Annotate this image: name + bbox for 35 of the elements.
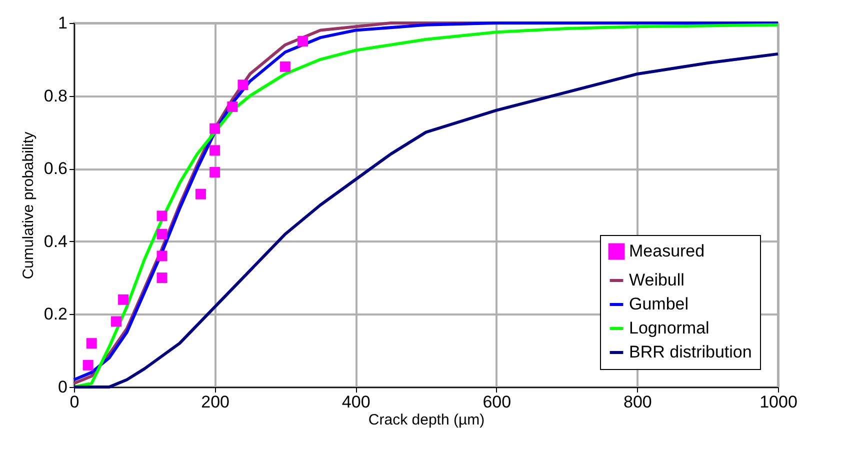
point [82, 360, 94, 370]
x-tick-label: 0 [70, 392, 80, 412]
point [210, 166, 220, 178]
legend-label: Gumbel [629, 294, 689, 314]
x-tick-label: 400 [342, 392, 370, 412]
y-tick-label: 1 [58, 14, 68, 32]
point [156, 250, 168, 262]
point [195, 188, 206, 200]
y-tick-label: 0.4 [44, 232, 68, 251]
point [210, 145, 220, 156]
y-tick-label: 0.8 [44, 86, 68, 106]
y-tick-label: 0.2 [44, 304, 68, 324]
x-tick-label: 1000 [760, 392, 798, 412]
x-tick-label: 800 [624, 392, 652, 412]
y-tick-label: 0.6 [44, 159, 68, 178]
y-axis-title: Cumulative probability [20, 131, 37, 280]
x-tick-label: 600 [482, 392, 512, 412]
point [298, 36, 308, 46]
x-tick-label: 200 [201, 392, 230, 412]
legend-label: Weibull [629, 270, 684, 290]
point [156, 272, 168, 284]
x-axis-title: Crack depth (µm) [368, 412, 485, 428]
point [86, 338, 97, 349]
point [156, 228, 168, 240]
point [210, 123, 220, 134]
point [156, 210, 168, 222]
point [110, 316, 122, 327]
point [280, 61, 290, 72]
point [118, 294, 129, 305]
legend-label: Measured [629, 242, 705, 260]
point [238, 80, 248, 90]
legend-label: BRR distribution [629, 342, 752, 362]
y-tick-label: 0 [58, 378, 68, 396]
point [227, 101, 238, 112]
legend-label: Lognormal [629, 318, 710, 338]
